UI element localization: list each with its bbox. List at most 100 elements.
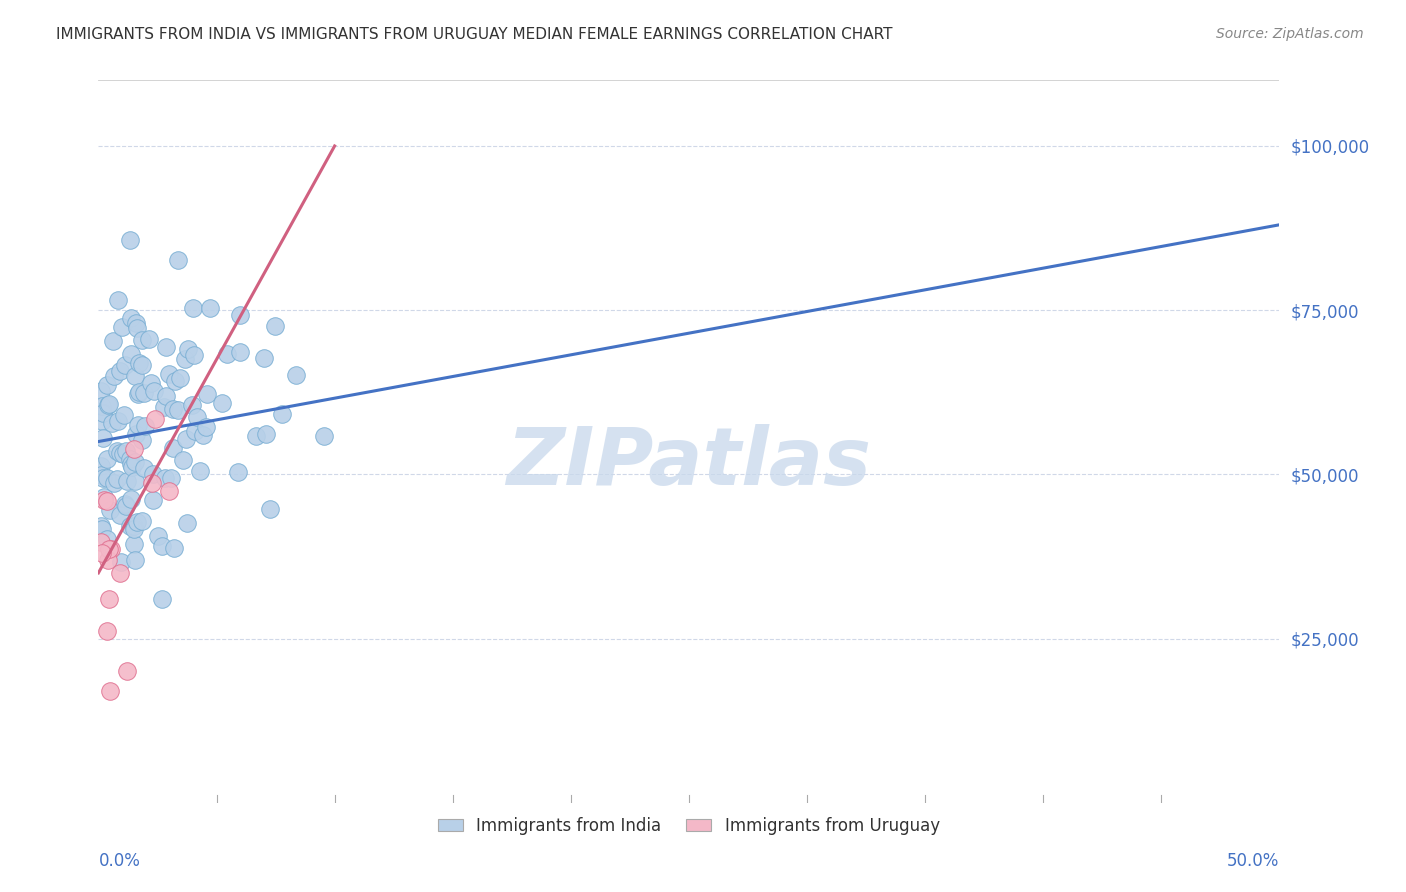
Point	[120, 310, 142, 325]
Point	[100, 542, 122, 557]
Point	[194, 419, 217, 434]
Point	[105, 472, 128, 486]
Point	[134, 461, 156, 475]
Point	[162, 402, 184, 417]
Point	[264, 318, 287, 333]
Point	[134, 418, 156, 433]
Point	[110, 364, 132, 378]
Point	[188, 464, 211, 478]
Point	[115, 665, 138, 679]
Point	[131, 358, 153, 372]
Point	[120, 233, 142, 247]
Point	[120, 347, 142, 361]
Point	[127, 387, 149, 401]
Text: Source: ZipAtlas.com: Source: ZipAtlas.com	[1216, 27, 1364, 41]
Point	[150, 539, 173, 553]
Point	[128, 385, 150, 400]
Point	[122, 537, 145, 551]
Point	[124, 474, 146, 488]
Point	[165, 374, 187, 388]
Point	[169, 371, 191, 385]
Point	[112, 447, 135, 461]
Point	[96, 378, 118, 392]
Point	[125, 321, 148, 335]
Point	[186, 410, 208, 425]
Point	[93, 490, 115, 504]
Point	[198, 301, 221, 315]
Legend: Immigrants from India, Immigrants from Uruguay: Immigrants from India, Immigrants from U…	[432, 810, 946, 841]
Point	[191, 428, 214, 442]
Point	[114, 497, 136, 511]
Point	[127, 417, 149, 432]
Point	[118, 519, 141, 533]
Point	[183, 424, 205, 438]
Point	[114, 499, 136, 513]
Point	[155, 340, 177, 354]
Point	[176, 432, 198, 446]
Point	[195, 387, 218, 401]
Point	[141, 467, 163, 481]
Point	[124, 455, 146, 469]
Point	[172, 453, 194, 467]
Point	[120, 491, 142, 506]
Point	[91, 471, 114, 485]
Point	[124, 427, 146, 442]
Point	[97, 542, 120, 557]
Point	[90, 522, 112, 536]
Point	[259, 502, 281, 516]
Point	[124, 442, 146, 456]
Point	[254, 427, 277, 442]
Point	[122, 522, 145, 536]
Point	[229, 344, 252, 359]
Point	[90, 459, 112, 474]
Point	[103, 475, 125, 490]
Point	[122, 519, 145, 533]
Point	[121, 459, 143, 474]
Point	[96, 553, 118, 567]
Point	[103, 369, 125, 384]
Point	[120, 452, 142, 467]
Point	[115, 474, 138, 488]
Point	[98, 503, 121, 517]
Point	[97, 398, 120, 412]
Point	[211, 396, 233, 410]
Point	[124, 552, 146, 566]
Point	[285, 368, 308, 383]
Point	[90, 534, 112, 549]
Point	[115, 443, 138, 458]
Point	[157, 483, 180, 498]
Point	[101, 416, 124, 430]
Point	[96, 452, 118, 467]
Point	[153, 470, 176, 484]
Point	[108, 508, 131, 522]
Point	[167, 252, 190, 267]
Point	[112, 409, 135, 423]
Point	[217, 347, 239, 361]
Point	[253, 351, 276, 366]
Text: IMMIGRANTS FROM INDIA VS IMMIGRANTS FROM URUGUAY MEDIAN FEMALE EARNINGS CORRELAT: IMMIGRANTS FROM INDIA VS IMMIGRANTS FROM…	[56, 27, 893, 42]
Text: 0.0%: 0.0%	[98, 852, 141, 870]
Point	[131, 433, 153, 447]
Point	[114, 358, 136, 372]
Point	[142, 384, 165, 399]
Point	[124, 368, 146, 383]
Point	[96, 494, 118, 508]
Text: ZIPatlas: ZIPatlas	[506, 425, 872, 502]
Point	[173, 351, 195, 366]
Point	[245, 429, 267, 443]
Point	[107, 413, 129, 427]
Point	[132, 385, 155, 400]
Point	[141, 376, 163, 391]
Point	[141, 475, 163, 490]
Point	[107, 293, 129, 307]
Point	[143, 412, 166, 426]
Point	[108, 566, 131, 580]
Point	[110, 446, 132, 460]
Point	[128, 356, 150, 370]
Point	[229, 308, 252, 322]
Point	[91, 406, 114, 420]
Point	[271, 407, 294, 421]
Point	[120, 457, 142, 471]
Point	[163, 541, 186, 555]
Point	[125, 316, 148, 330]
